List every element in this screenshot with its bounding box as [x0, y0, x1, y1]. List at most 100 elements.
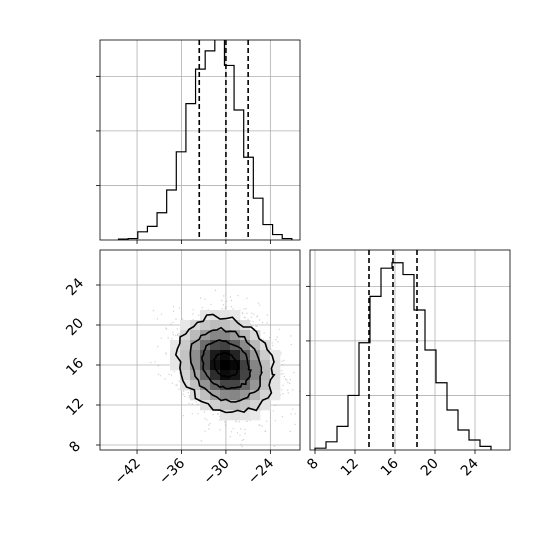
density-cell: [190, 340, 201, 351]
density-cell: [180, 350, 191, 361]
density-cell: [220, 410, 231, 421]
density-cell: [210, 380, 221, 391]
density-cell: [220, 400, 231, 411]
density-cell: [190, 350, 201, 361]
density-cell: [230, 360, 241, 371]
histogram: [117, 31, 293, 240]
panel-joint: −42 −36 −30 −24 8 12 16 20 24: [63, 249, 301, 488]
density-cell: [210, 340, 221, 351]
density-cell: [220, 380, 231, 391]
density-cell: [200, 310, 211, 321]
axes-frame: [99, 249, 301, 451]
histogram-bar: [469, 440, 480, 450]
contour-level: [213, 351, 240, 378]
density-cell: [170, 360, 181, 371]
density-cell: [230, 320, 241, 331]
density-cell: [240, 370, 251, 381]
density-cell: [250, 340, 261, 351]
histogram-bar: [196, 69, 206, 240]
histogram-bar: [253, 198, 263, 240]
density-cell: [200, 350, 211, 361]
density-cell: [250, 360, 261, 371]
density-cell: [190, 330, 201, 341]
histogram-bar: [186, 104, 196, 240]
density-cell: [220, 390, 231, 401]
ticks: [96, 284, 271, 454]
density-cell: [170, 340, 181, 351]
histogram-bar: [381, 268, 392, 450]
density-cell: [210, 320, 221, 331]
density-cell: [250, 380, 261, 391]
density-cell: [220, 310, 231, 321]
density-cell: [200, 340, 211, 351]
histogram-bar: [138, 232, 148, 240]
histogram-bar: [273, 235, 283, 240]
y-tick-label: 12: [63, 395, 87, 419]
density-cell: [250, 410, 261, 421]
x-tick-labels: 8 12 16 20 24: [304, 455, 482, 479]
ticks: [306, 285, 476, 454]
density-cell: [220, 360, 231, 371]
density-cell: [180, 360, 191, 371]
density-cell: [270, 380, 281, 391]
ticks: [96, 75, 271, 244]
density-cell: [240, 390, 251, 401]
y-tick-label: 16: [63, 355, 87, 379]
histogram-outline: [117, 40, 293, 240]
density-cell: [230, 310, 241, 321]
density-cell: [240, 340, 251, 351]
density-cell: [240, 410, 251, 421]
density-cell: [250, 350, 261, 361]
density-cell: [200, 380, 211, 391]
histogram: [314, 262, 492, 450]
histogram-bar: [263, 225, 273, 240]
histogram-bar: [215, 31, 225, 240]
density-cell: [220, 320, 231, 331]
density-cell: [240, 330, 251, 341]
histogram-bar: [234, 110, 244, 240]
contour-level: [189, 326, 264, 403]
x-tick-label: −36: [156, 455, 188, 487]
density-cell: [260, 400, 271, 411]
axes-frame: [309, 249, 511, 451]
density-cell: [220, 330, 231, 341]
histogram-bar: [425, 350, 436, 450]
density-cell: [210, 350, 221, 361]
histogram-bar: [403, 275, 414, 450]
density-cell: [240, 380, 251, 391]
grid: [310, 250, 510, 450]
x-tick-label: 16: [378, 455, 402, 479]
panel-marginal-x: [96, 31, 301, 244]
density-contours: [174, 313, 276, 414]
y-tick-label: 24: [63, 275, 87, 299]
contour-level: [174, 313, 276, 414]
histogram-bar: [337, 426, 348, 450]
quantile-lines: [198, 40, 249, 240]
histogram-outline: [314, 262, 492, 450]
density-cell: [250, 370, 261, 381]
panel-marginal-y: 8 12 16 20 24: [304, 249, 511, 479]
histogram-bar: [436, 383, 447, 450]
density-cell: [260, 370, 271, 381]
histogram-bar: [414, 310, 425, 450]
density-cell: [220, 350, 231, 361]
density-cell: [250, 330, 261, 341]
density-cell: [210, 370, 221, 381]
density-cell: [200, 320, 211, 331]
density-cell: [230, 390, 241, 401]
x-tick-labels: −42 −36 −30 −24: [112, 455, 278, 487]
density-cell: [260, 350, 271, 361]
density-cell: [180, 320, 191, 331]
density-cell: [230, 380, 241, 391]
density-cell: [270, 370, 281, 381]
density-cell: [230, 400, 241, 411]
histogram-bar: [447, 410, 458, 450]
density-heatmap: [170, 310, 281, 421]
density-cell: [270, 390, 281, 401]
density-cell: [240, 400, 251, 411]
x-tick-label: 12: [338, 456, 362, 480]
contour-level: [201, 339, 252, 390]
density-cell: [250, 400, 261, 411]
x-tick-label: −42: [112, 456, 144, 488]
density-cell: [180, 330, 191, 341]
